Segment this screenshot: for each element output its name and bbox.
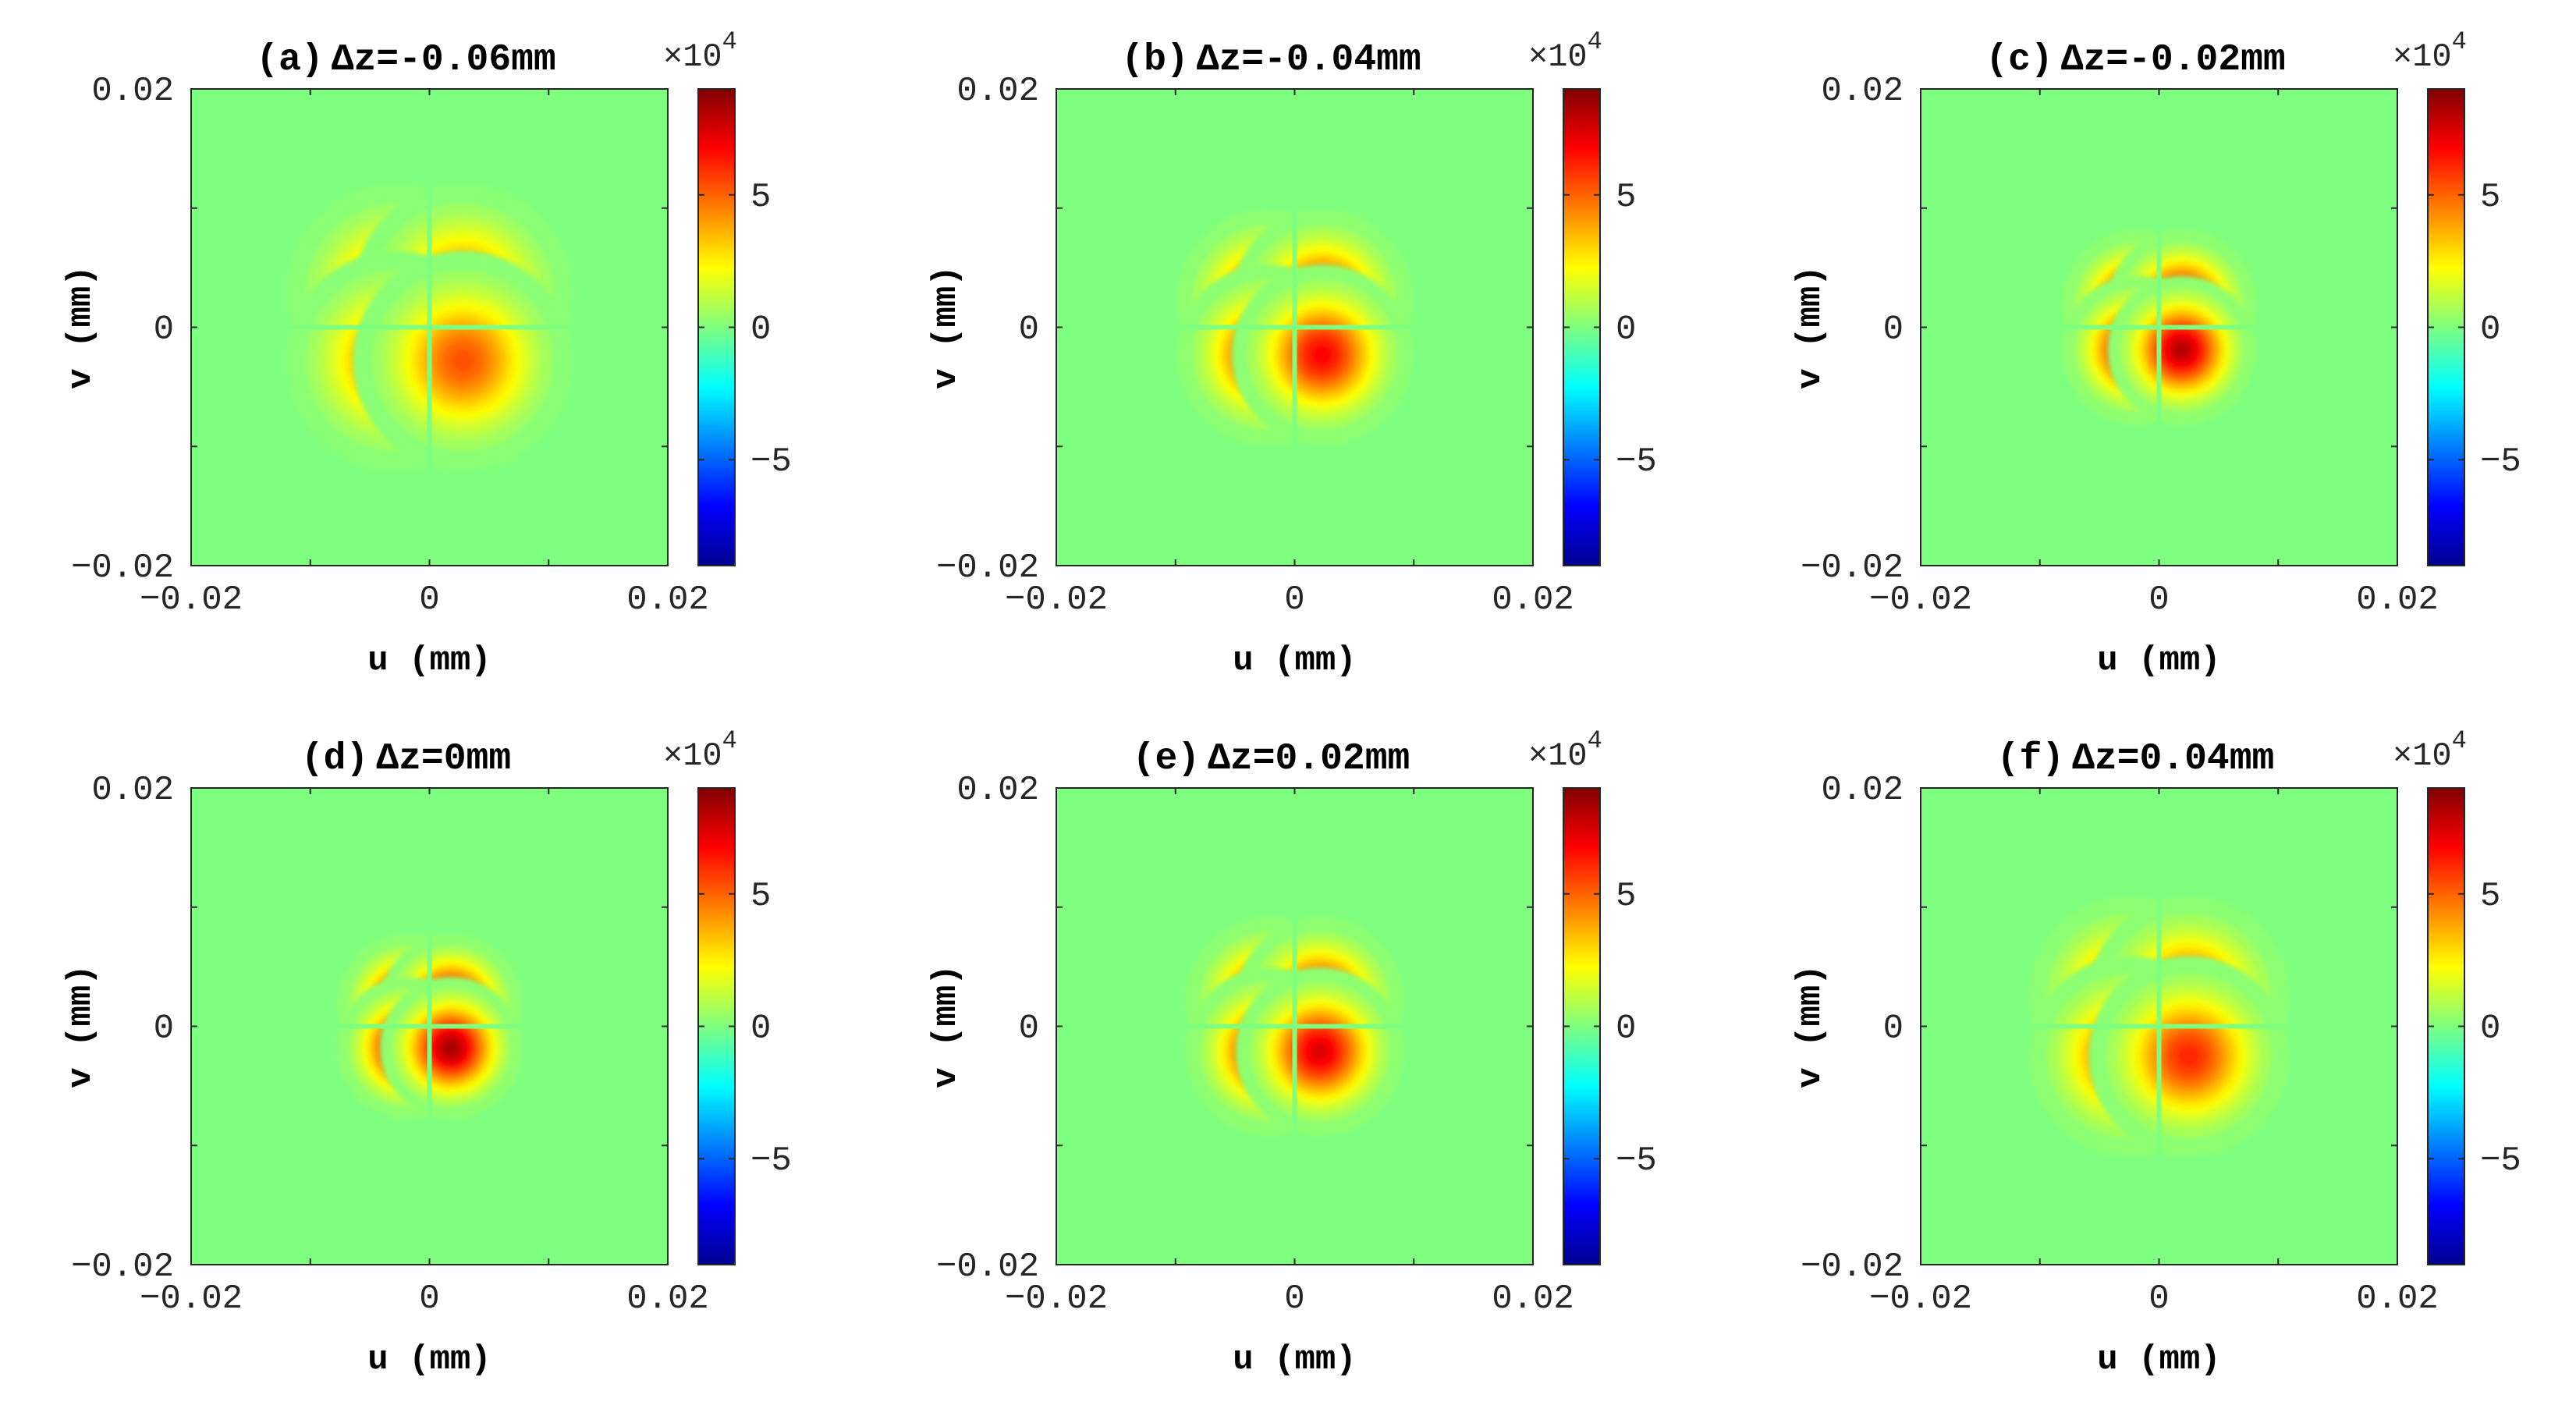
colorbar-tick-label: −5 [2480, 1141, 2521, 1180]
y-tick-label: 0.02 [956, 72, 1039, 111]
x-tick-label: 0.02 [626, 1279, 709, 1318]
colorbar-exponent: ×104 [663, 27, 737, 76]
y-tick-label: 0.02 [91, 771, 174, 810]
colorbar-tick-label: 5 [750, 178, 771, 217]
intensity-lobe [379, 976, 523, 1120]
x-tick-label: 0 [2148, 580, 2169, 619]
colorbar-exponent: ×104 [663, 726, 737, 775]
colorbar-tick-label: 5 [1616, 178, 1636, 217]
heatmap-field [191, 788, 668, 1265]
subplot-grid: −0.02 0 0.02 0.02 0 −0.02 u (mm) v (mm) (a) Δz=-0… [62, 27, 2521, 1379]
colorbar-exponent: ×104 [2393, 27, 2467, 76]
colorbar-tick-label: −5 [2480, 442, 2521, 481]
y-axis-label: v (mm) [62, 964, 101, 1088]
heatmap-field [1056, 788, 1533, 1265]
y-axis-label: v (mm) [62, 265, 101, 389]
y-tick-label: −0.02 [936, 1247, 1039, 1286]
colorbar-tick-label: −5 [1616, 1141, 1657, 1180]
x-tick-label: −0.02 [1869, 1279, 1972, 1318]
y-tick-label: 0 [1019, 1010, 1039, 1049]
colorbar-tick-label: 5 [1616, 877, 1636, 916]
x-tick-label: −0.02 [140, 580, 243, 619]
intensity-lobe [1235, 967, 1404, 1136]
colorbar-tick-label: 0 [750, 311, 771, 350]
x-tick-label: 0 [2148, 1279, 2169, 1318]
y-axis-label: v (mm) [1791, 964, 1830, 1088]
subplot-title: (d) Δz=0mm [301, 738, 511, 780]
y-tick-label: 0 [154, 311, 174, 350]
y-axis-label: v (mm) [927, 265, 966, 389]
subplot-title: (b) Δz=-0.04mm [1121, 39, 1421, 81]
subplot-f: −0.02 0 0.02 0.02 0 −0.02 u (mm) v (mm) (f) Δz=0.… [1791, 726, 2521, 1379]
x-tick-label: −0.02 [1869, 580, 1972, 619]
colorbar-exponent: ×104 [1528, 726, 1602, 775]
heatmap-field [1056, 89, 1533, 566]
x-tick-label: 0.02 [2356, 580, 2439, 619]
heatmap-field [191, 89, 668, 566]
y-tick-label: 0 [1883, 311, 1904, 350]
y-tick-label: −0.02 [1801, 548, 1904, 587]
colorbar-tick-label: 5 [2480, 877, 2500, 916]
colorbar-tick-label: 5 [2480, 178, 2500, 217]
x-axis-label: u (mm) [367, 641, 491, 680]
subplot-d: −0.02 0 0.02 0.02 0 −0.02 u (mm) v (mm) (d) Δz=0m… [62, 726, 792, 1379]
colorbar-tick-label: −5 [750, 1141, 792, 1180]
colorbar-tick-label: −5 [750, 442, 792, 481]
x-tick-label: 0.02 [1492, 580, 1574, 619]
y-tick-label: −0.02 [936, 548, 1039, 587]
x-axis-label: u (mm) [1233, 1340, 1356, 1379]
intensity-lobe [2088, 956, 2290, 1157]
x-tick-label: 0 [419, 1279, 439, 1318]
x-axis-label: u (mm) [2097, 641, 2220, 680]
x-tick-label: −0.02 [1005, 580, 1108, 619]
x-axis-label: u (mm) [2097, 1340, 2220, 1379]
colorbar-tick-label: 0 [1616, 311, 1636, 350]
colorbar-exponent: ×104 [2393, 726, 2467, 775]
x-axis-label: u (mm) [367, 1340, 491, 1379]
x-tick-label: 0 [1284, 580, 1304, 619]
subplot-c: −0.02 0 0.02 0.02 0 −0.02 u (mm) v (mm) (c) Δz=-0… [1791, 27, 2521, 680]
heatmap-field [1921, 89, 2397, 566]
intensity-lobe [2107, 275, 2256, 424]
y-tick-label: 0.02 [1821, 72, 1904, 111]
x-tick-label: 0.02 [1492, 1279, 1574, 1318]
y-tick-label: 0.02 [1821, 771, 1904, 810]
subplot-e: −0.02 0 0.02 0.02 0 −0.02 u (mm) v (mm) (e) Δz=0.… [927, 726, 1657, 1379]
colorbar-tick-label: 0 [2480, 1010, 2500, 1049]
y-tick-label: −0.02 [71, 548, 174, 587]
y-axis-label: v (mm) [927, 964, 966, 1088]
subplot-b: −0.02 0 0.02 0.02 0 −0.02 u (mm) v (mm) (b) Δz=-0… [927, 27, 1657, 680]
y-tick-label: 0.02 [956, 771, 1039, 810]
x-axis-label: u (mm) [1233, 641, 1356, 680]
x-tick-label: −0.02 [140, 1279, 243, 1318]
intensity-lobe [353, 250, 573, 471]
y-tick-label: 0 [154, 1010, 174, 1049]
subplot-title: (a) Δz=-0.06mm [256, 39, 555, 81]
colorbar-tick-label: 0 [750, 1010, 771, 1049]
heatmap-field [1921, 788, 2397, 1265]
y-axis-label: v (mm) [1791, 265, 1830, 389]
subplot-title: (c) Δz=-0.02mm [1985, 39, 2285, 81]
colorbar-tick-label: 5 [750, 877, 771, 916]
colorbar-tick-label: 0 [2480, 311, 2500, 350]
colorbar-tick-label: −5 [1616, 442, 1657, 481]
x-tick-label: 0.02 [626, 580, 709, 619]
intensity-lobe [1231, 264, 1413, 445]
x-tick-label: 0.02 [2356, 1279, 2439, 1318]
colorbar-tick-label: 0 [1616, 1010, 1636, 1049]
y-tick-label: 0 [1883, 1010, 1904, 1049]
colorbar-exponent: ×104 [1528, 27, 1602, 76]
y-tick-label: −0.02 [71, 1247, 174, 1286]
subplot-title: (f) Δz=0.04mm [1997, 738, 2275, 780]
x-tick-label: 0 [1284, 1279, 1304, 1318]
y-tick-label: 0 [1019, 311, 1039, 350]
subplot-title: (e) Δz=0.02mm [1133, 738, 1410, 780]
x-tick-label: 0 [419, 580, 439, 619]
y-tick-label: 0.02 [91, 72, 174, 111]
y-tick-label: −0.02 [1801, 1247, 1904, 1286]
x-tick-label: −0.02 [1005, 1279, 1108, 1318]
subplot-a: −0.02 0 0.02 0.02 0 −0.02 u (mm) v (mm) (a) Δz=-0… [62, 27, 792, 680]
